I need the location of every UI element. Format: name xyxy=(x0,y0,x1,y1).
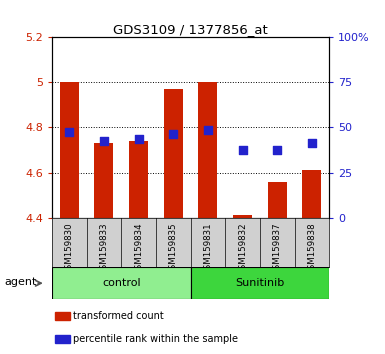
Point xyxy=(239,147,246,153)
Bar xyxy=(55,335,70,343)
Bar xyxy=(94,143,114,218)
Point xyxy=(205,127,211,132)
Bar xyxy=(268,182,287,218)
Text: agent: agent xyxy=(4,276,37,287)
Bar xyxy=(302,170,321,218)
Text: GSM159837: GSM159837 xyxy=(273,223,282,275)
Title: GDS3109 / 1377856_at: GDS3109 / 1377856_at xyxy=(113,23,268,36)
Text: control: control xyxy=(102,278,141,288)
Text: GSM159831: GSM159831 xyxy=(203,223,213,275)
Text: GSM159833: GSM159833 xyxy=(99,223,109,275)
Point xyxy=(170,131,176,137)
Text: transformed count: transformed count xyxy=(73,311,164,321)
Point xyxy=(136,136,142,142)
Text: GSM159832: GSM159832 xyxy=(238,223,247,275)
Point xyxy=(101,138,107,144)
Point xyxy=(66,129,72,135)
Text: percentile rank within the sample: percentile rank within the sample xyxy=(73,334,238,344)
Text: GSM159835: GSM159835 xyxy=(169,223,178,275)
Text: GSM159830: GSM159830 xyxy=(65,223,74,275)
Text: Sunitinib: Sunitinib xyxy=(235,278,285,288)
Bar xyxy=(52,267,191,299)
Text: GSM159834: GSM159834 xyxy=(134,223,143,275)
Bar xyxy=(129,141,148,218)
Bar xyxy=(60,82,79,218)
Bar xyxy=(55,312,70,320)
Bar xyxy=(164,89,183,218)
Point xyxy=(309,141,315,146)
Point xyxy=(274,147,280,153)
Bar xyxy=(233,216,252,218)
Bar xyxy=(198,82,218,218)
Text: GSM159838: GSM159838 xyxy=(307,223,316,275)
Bar xyxy=(191,267,329,299)
